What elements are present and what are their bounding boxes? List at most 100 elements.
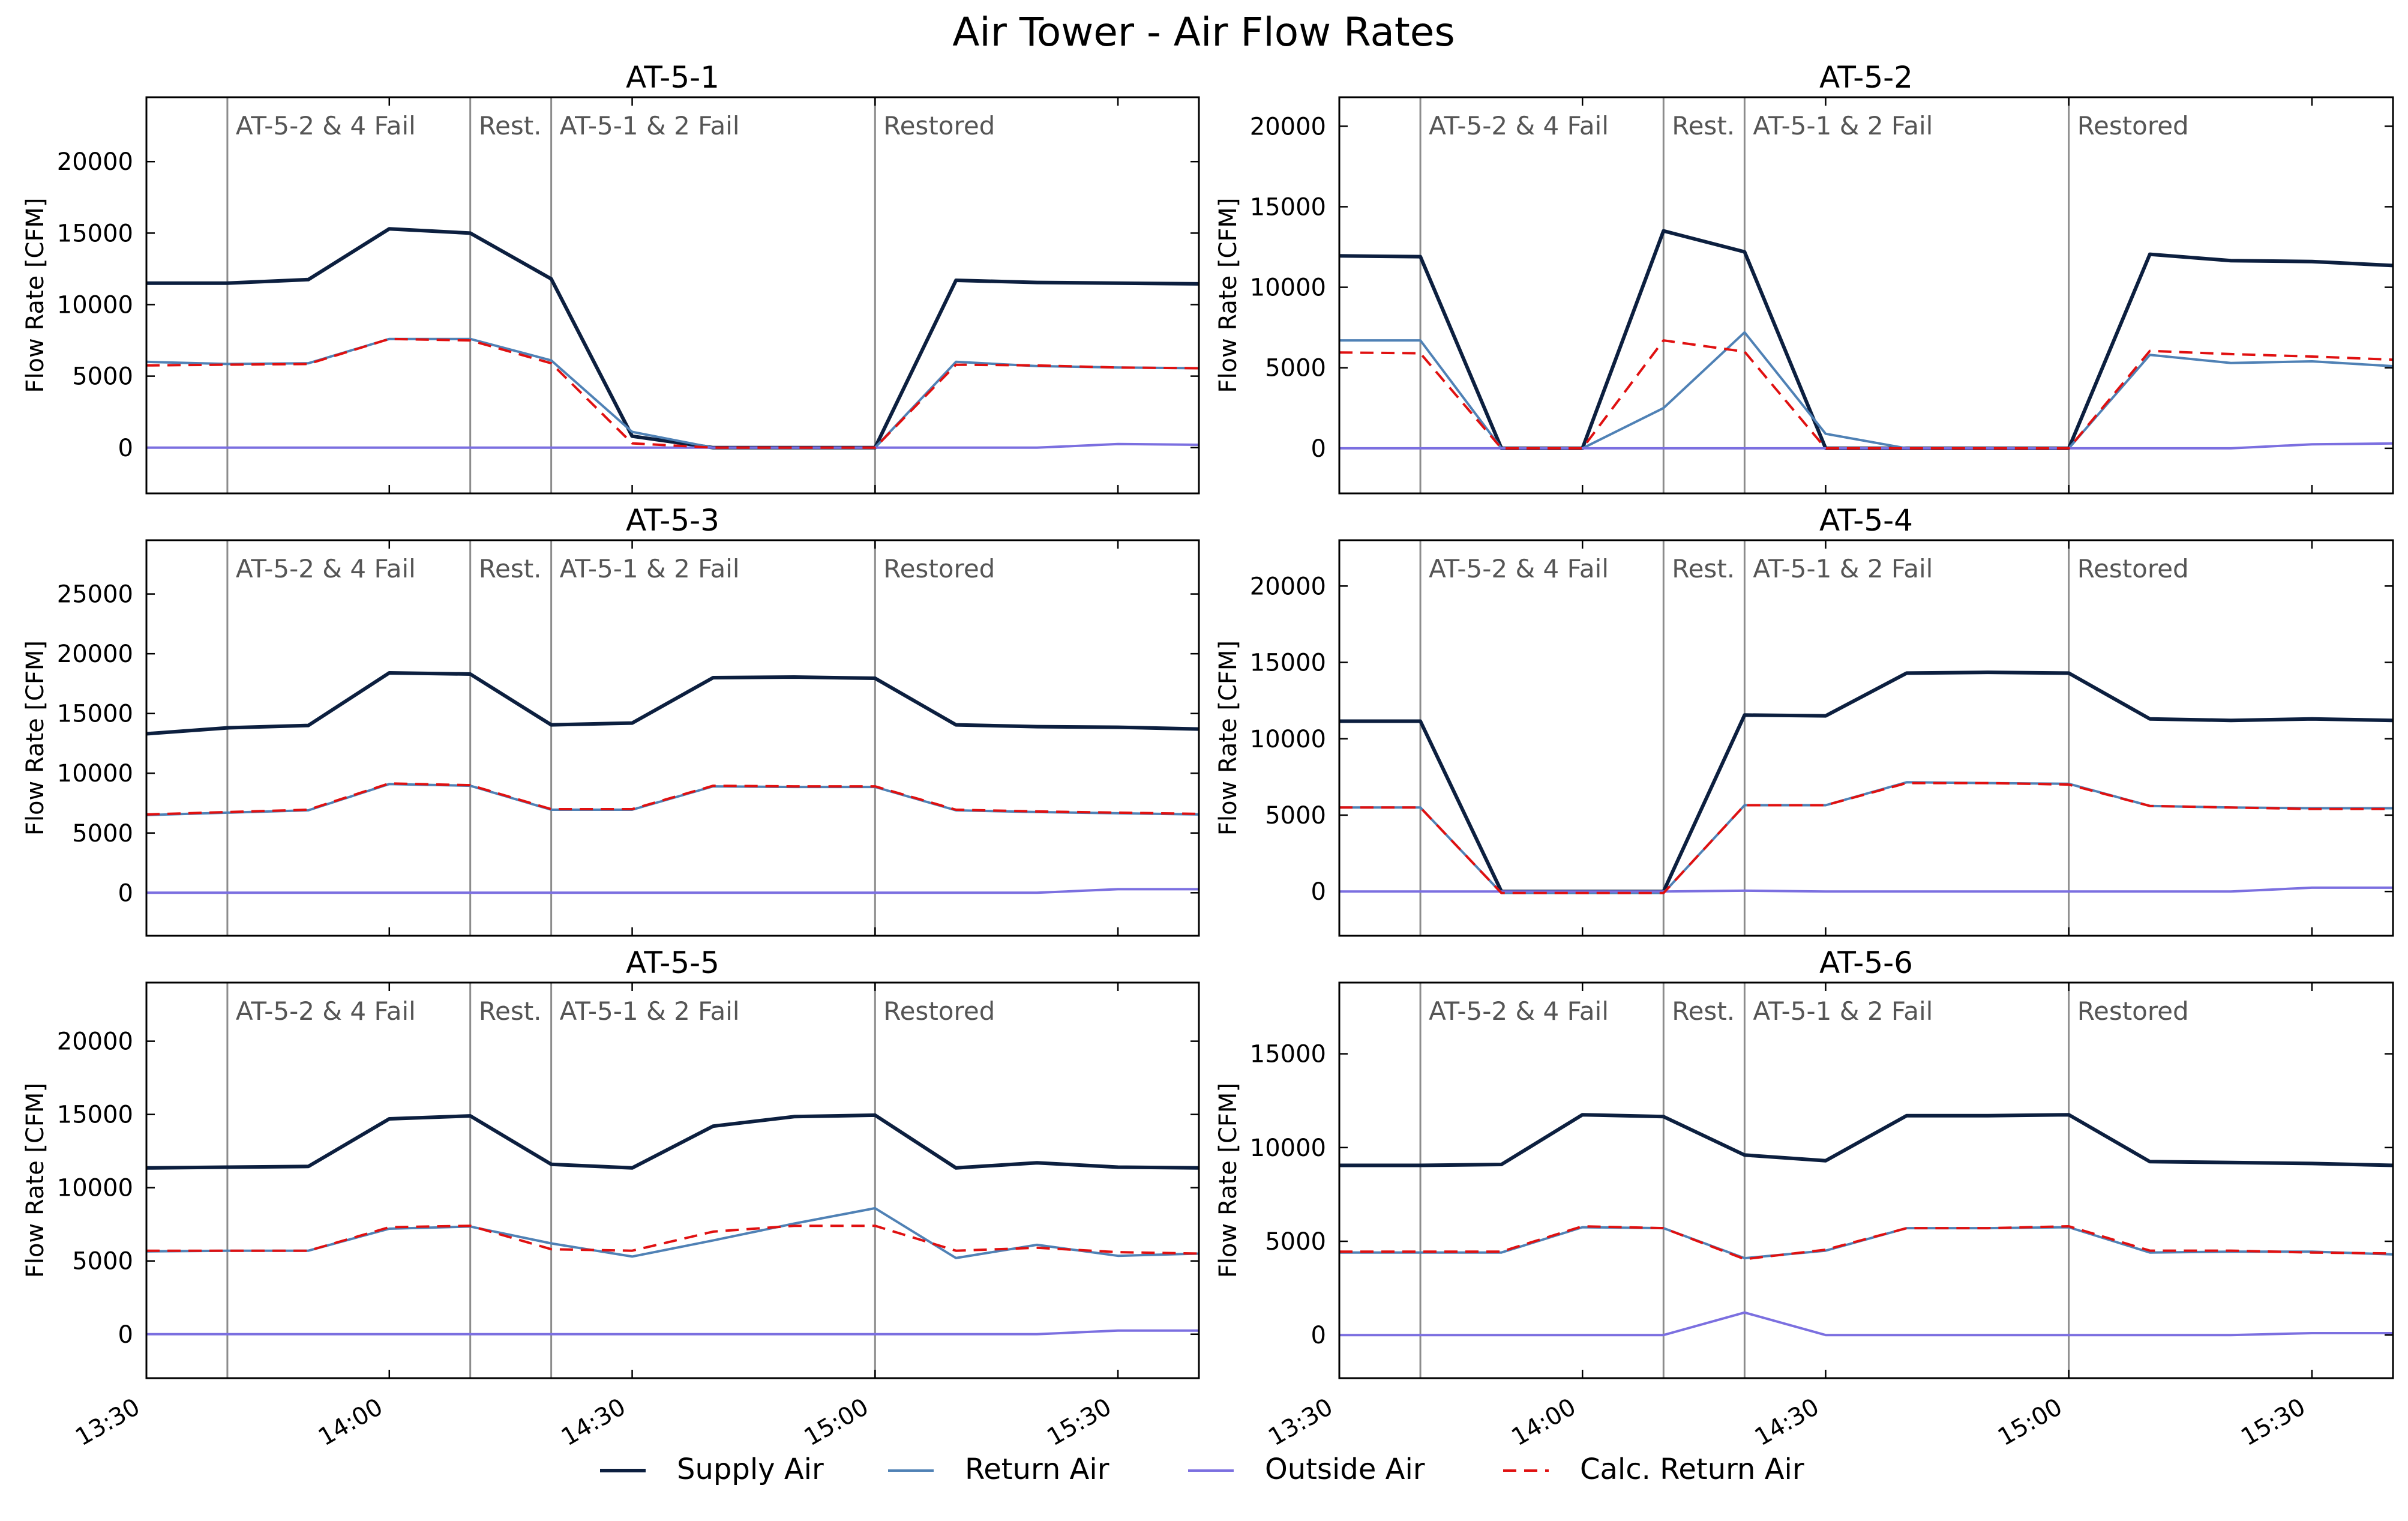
legend-item: Calc. Return Air [1503, 1453, 1804, 1486]
series-line-return-air [1339, 331, 2394, 450]
series-line-outside-air [146, 888, 1199, 894]
y-tick-label: 20000 [1250, 573, 1326, 600]
y-axis-label: Flow Rate [CFM] [1215, 197, 1242, 393]
figure-title: Air Tower - Air Flow Rates [952, 9, 1455, 55]
panel-at-5-1: AT-5-1 AT-5-2 & 4 Fail Rest. AT-5-1 & 2 Fai… [22, 60, 1200, 495]
y-tick-label: 5000 [1265, 802, 1326, 830]
event-label: AT-5-2 & 4 Fail [1429, 554, 1609, 583]
event-label: Rest. [479, 554, 542, 583]
panel-title: AT-5-2 [1819, 60, 1913, 95]
panel-at-5-6: AT-5-6 AT-5-2 & 4 Fail Rest. AT-5-1 & 2 Fai… [1215, 945, 2394, 1451]
x-tick-label: 15:00 [1993, 1393, 2067, 1451]
y-tick-label: 0 [118, 1321, 133, 1349]
series-line-return-air [146, 337, 1199, 449]
series-line-calc-return-air [1339, 1225, 2394, 1260]
x-tick-label: 13:30 [71, 1393, 145, 1451]
event-label: AT-5-2 & 4 Fail [236, 996, 416, 1026]
plot-frame [145, 96, 1200, 495]
y-tick-label: 5000 [1265, 355, 1326, 382]
y-tick-label: 5000 [72, 820, 133, 848]
x-tick-label: 14:30 [1750, 1393, 1824, 1451]
panel-title: AT-5-6 [1819, 945, 1913, 980]
x-tick-label: 15:30 [2236, 1393, 2310, 1451]
plot-frame [1338, 96, 2394, 495]
event-label: Rest. [1672, 996, 1735, 1026]
y-tick-label: 10000 [1250, 274, 1326, 302]
y-tick-label: 10000 [1250, 1134, 1326, 1162]
plot-frame [1338, 539, 2394, 937]
x-tick-label: 15:00 [799, 1393, 873, 1451]
panel-at-5-3: AT-5-3 AT-5-2 & 4 Fail Rest. AT-5-1 & 2 Fai… [22, 503, 1200, 937]
y-axis-label: Flow Rate [CFM] [22, 197, 49, 393]
event-label: Rest. [1672, 554, 1735, 583]
y-axis-label: Flow Rate [CFM] [22, 1083, 49, 1278]
panel-at-5-5: AT-5-5 AT-5-2 & 4 Fail Rest. AT-5-1 & 2 Fai… [22, 945, 1200, 1451]
y-tick-label: 10000 [1250, 726, 1326, 753]
panels: AT-5-1 AT-5-2 & 4 Fail Rest. AT-5-1 & 2 Fai… [22, 60, 2394, 1451]
event-label: AT-5-1 & 2 Fail [1753, 111, 1933, 140]
panel-at-5-2: AT-5-2 AT-5-2 & 4 Fail Rest. AT-5-1 & 2 Fai… [1215, 60, 2394, 495]
panel-title: AT-5-1 [626, 60, 719, 95]
x-tick-label: 13:30 [1264, 1393, 1338, 1451]
panel-title: AT-5-4 [1819, 503, 1913, 538]
legend-label: Supply Air [677, 1453, 824, 1486]
y-tick-label: 0 [1311, 435, 1326, 463]
y-tick-label: 20000 [1250, 113, 1326, 140]
series-line-outside-air [1339, 1311, 2393, 1337]
event-label: Rest. [479, 996, 542, 1026]
y-tick-label: 15000 [1250, 1041, 1326, 1068]
event-label: AT-5-2 & 4 Fail [236, 111, 416, 140]
legend-item: Supply Air [600, 1453, 824, 1486]
y-tick-label: 15000 [1250, 193, 1326, 221]
y-axis-label: Flow Rate [CFM] [1215, 1083, 1242, 1278]
event-label: Restored [883, 111, 995, 140]
event-label: AT-5-1 & 2 Fail [560, 111, 740, 140]
event-label: AT-5-2 & 4 Fail [1429, 996, 1609, 1026]
y-tick-label: 5000 [72, 1248, 133, 1276]
legend-label: Return Air [965, 1453, 1109, 1486]
event-label: AT-5-1 & 2 Fail [1753, 554, 1933, 583]
y-tick-label: 0 [1311, 878, 1326, 906]
event-label: AT-5-2 & 4 Fail [236, 554, 416, 583]
event-label: Restored [883, 554, 995, 583]
y-tick-label: 5000 [72, 363, 133, 391]
event-label: Restored [2077, 554, 2189, 583]
event-label: Restored [2077, 996, 2189, 1026]
event-label: Restored [883, 996, 995, 1026]
event-label: Restored [2077, 111, 2189, 140]
series-line-supply-air [1339, 229, 2394, 450]
plot-frame [145, 981, 1200, 1379]
series-line-supply-air [1339, 670, 2394, 894]
y-tick-label: 10000 [57, 760, 133, 788]
legend-label: Calc. Return Air [1580, 1453, 1804, 1486]
series-line-supply-air [146, 1113, 1199, 1170]
series-line-calc-return-air [146, 1224, 1199, 1255]
y-tick-label: 20000 [57, 148, 133, 176]
y-tick-label: 15000 [57, 700, 133, 728]
y-tick-label: 15000 [57, 220, 133, 247]
x-tick-label: 15:30 [1042, 1393, 1116, 1451]
event-label: Rest. [479, 111, 542, 140]
y-tick-label: 0 [118, 879, 133, 907]
y-axis-label: Flow Rate [CFM] [22, 640, 49, 836]
y-tick-label: 10000 [57, 291, 133, 319]
series-line-calc-return-air [146, 337, 1199, 449]
y-tick-label: 5000 [1265, 1228, 1326, 1256]
legend-label: Outside Air [1265, 1453, 1425, 1486]
event-label: AT-5-1 & 2 Fail [560, 554, 740, 583]
x-tick-label: 14:00 [1507, 1393, 1581, 1451]
series-line-outside-air [1339, 886, 2393, 893]
y-tick-label: 0 [1311, 1322, 1326, 1349]
series-line-supply-air [146, 227, 1199, 450]
y-tick-label: 15000 [1250, 649, 1326, 677]
series-line-supply-air [1339, 1113, 2394, 1167]
x-tick-label: 14:30 [557, 1393, 631, 1451]
y-tick-label: 0 [118, 435, 133, 462]
panel-title: AT-5-3 [626, 503, 719, 538]
y-tick-label: 20000 [57, 640, 133, 668]
series-line-outside-air [146, 1329, 1199, 1336]
series-line-calc-return-air [1339, 339, 2394, 450]
series-line-calc-return-air [146, 782, 1199, 816]
x-tick-label: 14:00 [314, 1393, 388, 1451]
